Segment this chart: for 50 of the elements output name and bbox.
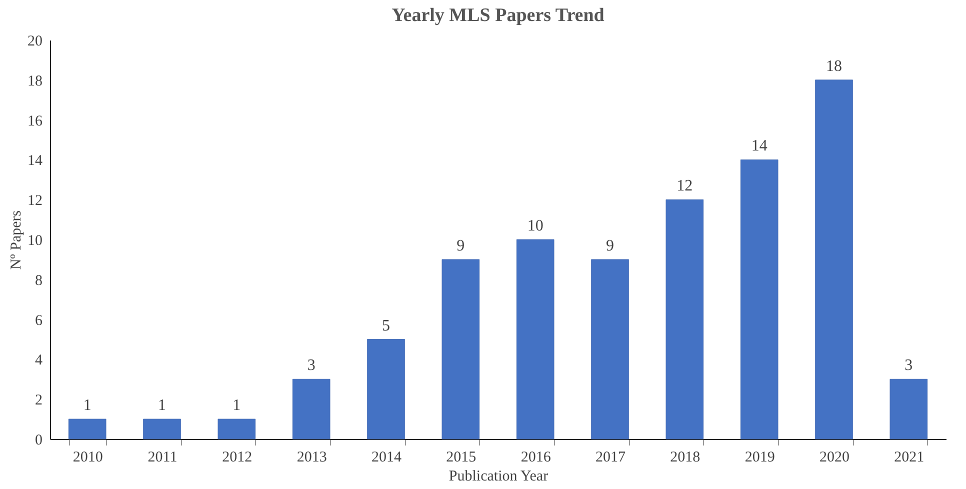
bar (367, 339, 405, 440)
bar (68, 418, 106, 440)
y-tick-label: 8 (35, 272, 42, 289)
y-tick-label: 6 (35, 312, 43, 329)
data-label: 1 (232, 397, 241, 414)
x-tick-label: 2021 (894, 450, 924, 466)
data-label: 1 (83, 397, 92, 414)
data-label: 10 (527, 218, 544, 234)
x-tick-label: 2017 (596, 450, 626, 466)
y-tick-label: 20 (28, 34, 42, 50)
x-tick-label: 2019 (744, 450, 775, 466)
x-tick-label: 2020 (820, 450, 850, 466)
data-label: 5 (382, 317, 390, 334)
bar (292, 378, 330, 440)
data-label: 9 (456, 237, 465, 254)
data-label: 9 (606, 237, 614, 254)
x-tick-label: 2014 (372, 450, 402, 466)
data-label: 12 (676, 178, 693, 195)
data-label: 1 (158, 397, 166, 414)
chart-title: Yearly MLS Papers Trend (392, 5, 605, 26)
bar (815, 80, 853, 440)
bar (218, 418, 256, 440)
y-axis-title: Nº Papers (8, 210, 24, 270)
data-label: 18 (826, 58, 842, 75)
x-tick-label: 2012 (222, 450, 252, 466)
x-tick-label: 2010 (72, 450, 103, 466)
data-label: 3 (904, 357, 913, 374)
x-tick-label: 2015 (446, 450, 476, 466)
x-axis-title: Publication Year (448, 468, 548, 484)
x-tick-label: 2016 (520, 450, 552, 466)
bar (143, 418, 181, 440)
bar (740, 159, 778, 440)
bar (516, 239, 554, 440)
bar (442, 259, 480, 440)
y-tick-label: 14 (28, 153, 43, 170)
data-label: 3 (307, 357, 316, 374)
y-tick-label: 16 (28, 113, 43, 130)
y-tick-label: 2 (35, 392, 42, 409)
data-label: 14 (751, 138, 768, 155)
y-tick-label: 10 (28, 233, 42, 249)
y-tick-label: 0 (35, 432, 42, 448)
y-tick-label: 12 (28, 193, 42, 210)
bar (666, 199, 704, 440)
bar (591, 259, 629, 440)
y-tick-label: 18 (28, 73, 42, 90)
x-tick-label: 2018 (670, 450, 700, 466)
x-tick-label: 2011 (148, 450, 178, 466)
bar (890, 378, 928, 440)
y-tick-label: 4 (35, 352, 43, 369)
x-tick-label: 2013 (296, 450, 327, 466)
